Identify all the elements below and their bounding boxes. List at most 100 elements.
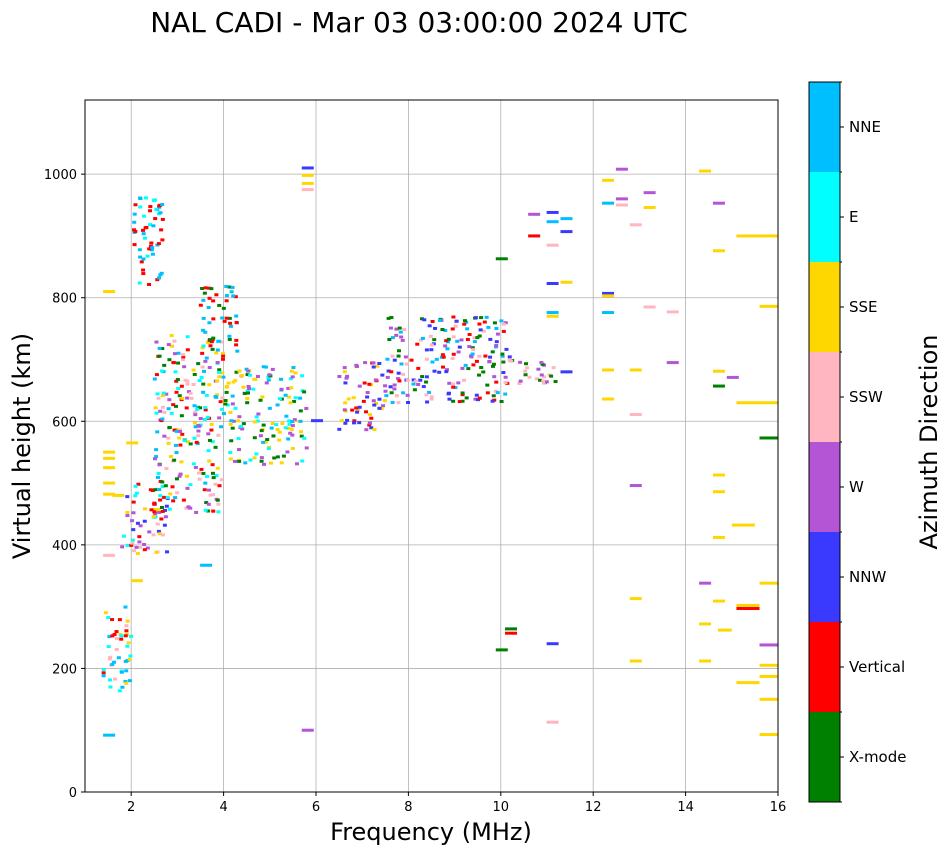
echo-mark xyxy=(494,380,499,384)
echo-mark xyxy=(141,228,146,232)
echo-mark xyxy=(137,281,142,285)
echo-mark xyxy=(137,545,142,549)
echo-mark xyxy=(441,355,446,359)
echo-mark xyxy=(712,201,725,205)
echo-mark xyxy=(451,352,456,356)
echo-mark xyxy=(156,471,161,475)
echo-mark xyxy=(176,361,181,365)
echo-mark xyxy=(131,500,136,504)
echo-mark xyxy=(292,399,297,403)
echo-mark xyxy=(103,290,116,294)
echo-mark xyxy=(185,335,190,339)
echo-mark xyxy=(427,324,432,328)
echo-mark xyxy=(189,396,194,400)
colorbar-tick-label: SSE xyxy=(849,298,878,316)
echo-mark xyxy=(181,498,186,502)
echo-mark xyxy=(160,533,165,537)
echo-mark xyxy=(233,406,238,410)
echo-mark xyxy=(201,298,206,302)
echo-trace xyxy=(736,401,778,405)
echo-mark xyxy=(185,486,190,490)
echo-mark xyxy=(450,327,455,331)
echo-mark xyxy=(157,488,162,492)
echo-mark xyxy=(226,381,231,385)
echo-mark xyxy=(214,393,219,397)
echo-mark xyxy=(231,294,236,298)
echo-mark xyxy=(380,373,385,377)
echo-mark xyxy=(394,394,399,398)
echo-mark xyxy=(345,418,350,422)
echo-mark xyxy=(159,271,164,275)
echo-mark xyxy=(726,375,739,379)
echo-mark xyxy=(385,375,390,379)
echo-mark xyxy=(428,334,433,338)
echo-mark xyxy=(460,391,465,395)
colorbar-tick-label: NNW xyxy=(849,568,886,586)
echo-mark xyxy=(450,382,455,386)
echo-mark xyxy=(157,510,162,514)
echo-mark xyxy=(160,484,165,488)
echo-mark xyxy=(171,403,176,407)
echo-mark xyxy=(205,415,210,419)
echo-mark xyxy=(261,423,266,427)
echo-mark xyxy=(167,358,172,362)
colorbar-segment xyxy=(809,712,840,802)
echo-mark xyxy=(523,369,528,373)
echo-mark xyxy=(477,373,482,377)
echo-mark xyxy=(228,321,233,325)
echo-mark xyxy=(505,631,518,635)
echo-mark xyxy=(176,386,181,390)
echo-mark xyxy=(444,368,449,372)
echo-mark xyxy=(160,394,165,398)
echo-mark xyxy=(132,228,137,232)
echo-mark xyxy=(266,376,271,380)
echo-mark xyxy=(258,434,263,438)
echo-mark xyxy=(233,295,238,299)
echo-mark xyxy=(256,412,261,416)
echo-mark xyxy=(196,362,201,366)
echo-mark xyxy=(204,356,209,360)
echo-mark xyxy=(261,440,266,444)
echo-mark xyxy=(397,379,402,383)
echo-mark xyxy=(158,409,163,413)
echo-mark xyxy=(420,317,425,321)
echo-mark xyxy=(396,349,401,353)
echo-mark xyxy=(142,542,147,546)
echo-mark xyxy=(299,430,304,434)
echo-mark xyxy=(228,457,233,461)
echo-mark xyxy=(388,326,393,330)
colorbar-segment xyxy=(809,172,840,262)
echo-mark xyxy=(193,465,198,469)
echo-mark xyxy=(293,371,298,375)
echo-mark xyxy=(301,181,314,185)
echo-mark xyxy=(629,412,642,416)
echo-mark xyxy=(178,472,183,476)
colorbar-tick-label: NNE xyxy=(849,118,881,136)
echo-mark xyxy=(699,581,712,585)
echo-mark xyxy=(160,203,165,207)
echo-mark xyxy=(270,367,275,371)
echo-mark xyxy=(367,382,372,386)
echo-mark xyxy=(203,508,208,512)
echo-mark xyxy=(432,369,437,373)
x-tick-label: 14 xyxy=(677,800,694,815)
echo-mark xyxy=(227,316,232,320)
echo-mark xyxy=(135,552,140,556)
echo-mark xyxy=(283,426,288,430)
echo-mark xyxy=(451,315,456,319)
echo-mark xyxy=(154,340,159,344)
echo-mark xyxy=(156,396,161,400)
echo-mark xyxy=(205,340,210,344)
echo-mark xyxy=(284,414,289,418)
echo-mark xyxy=(113,677,118,681)
echo-mark xyxy=(424,375,429,379)
echo-mark xyxy=(247,387,252,391)
echo-mark xyxy=(495,257,508,261)
echo-mark xyxy=(195,405,200,409)
echo-mark xyxy=(477,396,482,400)
x-tick-label: 4 xyxy=(219,800,227,815)
echo-mark xyxy=(115,637,120,641)
echo-mark xyxy=(424,380,429,384)
echo-mark xyxy=(211,493,216,497)
echo-mark xyxy=(165,550,170,554)
